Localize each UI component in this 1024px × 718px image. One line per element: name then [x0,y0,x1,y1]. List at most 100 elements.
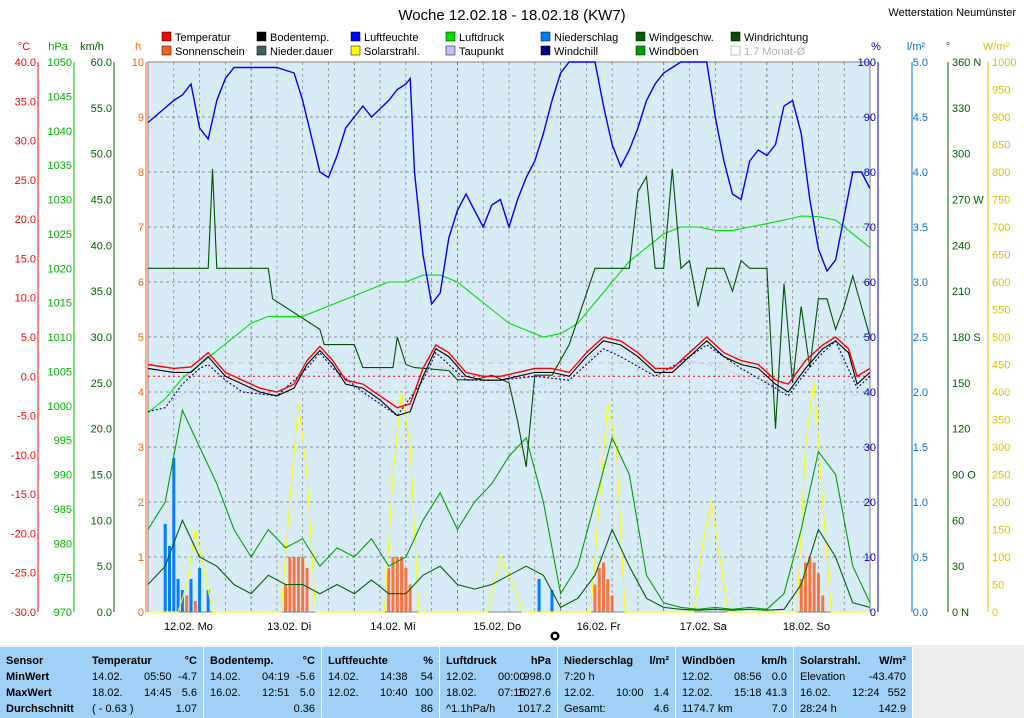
series-line-temperatur [147,336,871,409]
tick-label-solar: 850 [992,140,1010,152]
x-tick-label: 15.02. Do [473,621,521,633]
legend-item: Windböen [635,45,699,58]
stats-panel-header: Solarstrahl. W/m² [794,653,912,669]
tick-label-wind: 50.0 [91,149,112,161]
tick-label-temp: 40.0 [15,57,36,69]
stats-panel-row: ( - 0.63 ) 1.07 [86,701,203,717]
legend-label: Niederschlag [554,32,618,44]
tick-label-solar: 800 [992,167,1010,179]
stats-panel-header: Windböen km/h [676,653,793,669]
stats-cell-date: Gesamt: [564,703,606,715]
tick-label-solar: 350 [992,415,1010,427]
stats-cell-value: 5.6 [181,687,197,699]
tick-label-humidity: 10 [864,552,876,564]
tick-label-sun: 5 [138,332,144,344]
rain-bar [180,590,184,612]
stats-panel-unit: km/h [761,655,787,667]
legend-swatch [350,45,361,56]
tick-label-pressure: 975 [54,573,72,585]
stats-panel: Solarstrahl. W/m² Elevation -43.470 16.02. 12… [794,647,913,718]
stats-panel-header: Niederschlag l/m² [558,653,675,669]
tick-label-sun: 3 [138,442,144,454]
tick-label-pressure: 980 [54,538,72,550]
tick-label-wind: 55.0 [91,103,112,115]
tick-label-sun: 1 [138,552,144,564]
legend-swatch [540,45,551,56]
tick-label-sun: 0 [138,607,144,619]
rain-bar [163,524,167,612]
tick-label-humidity: 0 [870,607,876,619]
tick-label-solar: 100 [992,552,1010,564]
stats-cell-time: 14:38 [380,671,408,683]
sunshine-bar [821,595,825,612]
stats-panel-row: 14.02. 14:38 54 [322,669,439,685]
x-tick-label: 12.02. Mo [164,621,213,633]
legend-item: Nieder.dauer [256,45,333,58]
tick-label-wind: 60.0 [91,57,112,69]
tick-label-temp: -30.0 [11,607,36,619]
tick-label-temp: -5.0 [17,411,36,423]
sunshine-bar [284,584,288,612]
stats-cell-date: 28:24 h [800,703,837,715]
stats-panel-row: 7:20 h [558,669,675,685]
sunshine-bar [597,568,601,612]
stats-panel-title: Luftdruck [446,655,497,667]
statistics-table: Sensor MinWert MaxWert Durchschnitt Temp… [0,647,1024,718]
rain-bar [172,458,176,612]
grid [148,62,870,612]
tick-label-pressure: 1045 [48,91,72,103]
stats-panel-header: Luftdruck hPa [440,653,557,669]
tick-label-solar: 750 [992,195,1010,207]
stats-cell-time: 08:56 [734,671,762,683]
stats-panel-unit: % [423,655,433,667]
stats-panel-header: Luftfeuchte% [322,653,439,669]
stats-cell-value: 7.0 [771,703,787,715]
tick-label-sun: 6 [138,277,144,289]
stats-cell-date: 7:20 h [564,671,595,683]
tick-label-wind: 0.0 [97,607,112,619]
tick-label-wind: 45.0 [91,195,112,207]
legend-swatch [635,31,646,42]
tick-label-humidity: 60 [864,277,876,289]
tick-label-humidity: 80 [864,167,876,179]
tick-label-direction: 240 [952,240,970,252]
sunshine-bar [606,579,610,612]
series-lines [147,61,871,613]
tick-label-wind: 25.0 [91,378,112,390]
stats-panel-unit: °C [302,655,315,667]
legend-swatch [161,45,172,56]
tick-label-temp: 5.0 [21,332,36,344]
legend-swatch [730,31,741,42]
tick-label-solar: 950 [992,85,1010,97]
stats-panel: Bodentemp. °C 14.02. 04:19 -5.6 16.02. 12:51 5.… [204,647,322,718]
axis-unit-temp: °C [18,41,30,53]
sunshine-bar [602,562,606,612]
tick-label-temp: -25.0 [11,568,36,580]
tick-label-wind: 5.0 [97,561,112,573]
stats-panel-title: Bodentemp. [210,655,274,667]
stats-cell-time: 14:45 [144,687,172,699]
legend-item: Bodentemp. [256,31,329,44]
tick-label-rain: 2.5 [913,332,928,344]
tick-label-direction: 360 N [952,57,981,69]
current-time-marker [550,631,560,641]
tick-label-solar: 600 [992,277,1010,289]
sunshine-bar [808,557,812,612]
tick-label-pressure: 995 [54,435,72,447]
stats-cell-time: 10:00 [616,687,644,699]
legend-item: Windchill [540,45,598,58]
stats-cell-date: 12.02. [564,687,595,699]
tick-label-rain: 1.0 [913,497,928,509]
tick-label-solar: 450 [992,360,1010,372]
legend-label: Luftdruck [459,32,505,44]
stats-panel-header: Temperatur °C [86,653,203,669]
tick-label-temp: 30.0 [15,136,36,148]
stats-cell-value: 142.9 [878,703,906,715]
rain-bar [176,579,180,612]
tick-label-solar: 1000 [992,57,1016,69]
stats-cell-date: 16.02. [210,687,241,699]
tick-label-temp: 25.0 [15,175,36,187]
legend-label: Bodentemp. [270,32,329,44]
stats-cell-value: 552 [887,687,906,699]
stats-cell-date: 12.02. [328,687,359,699]
